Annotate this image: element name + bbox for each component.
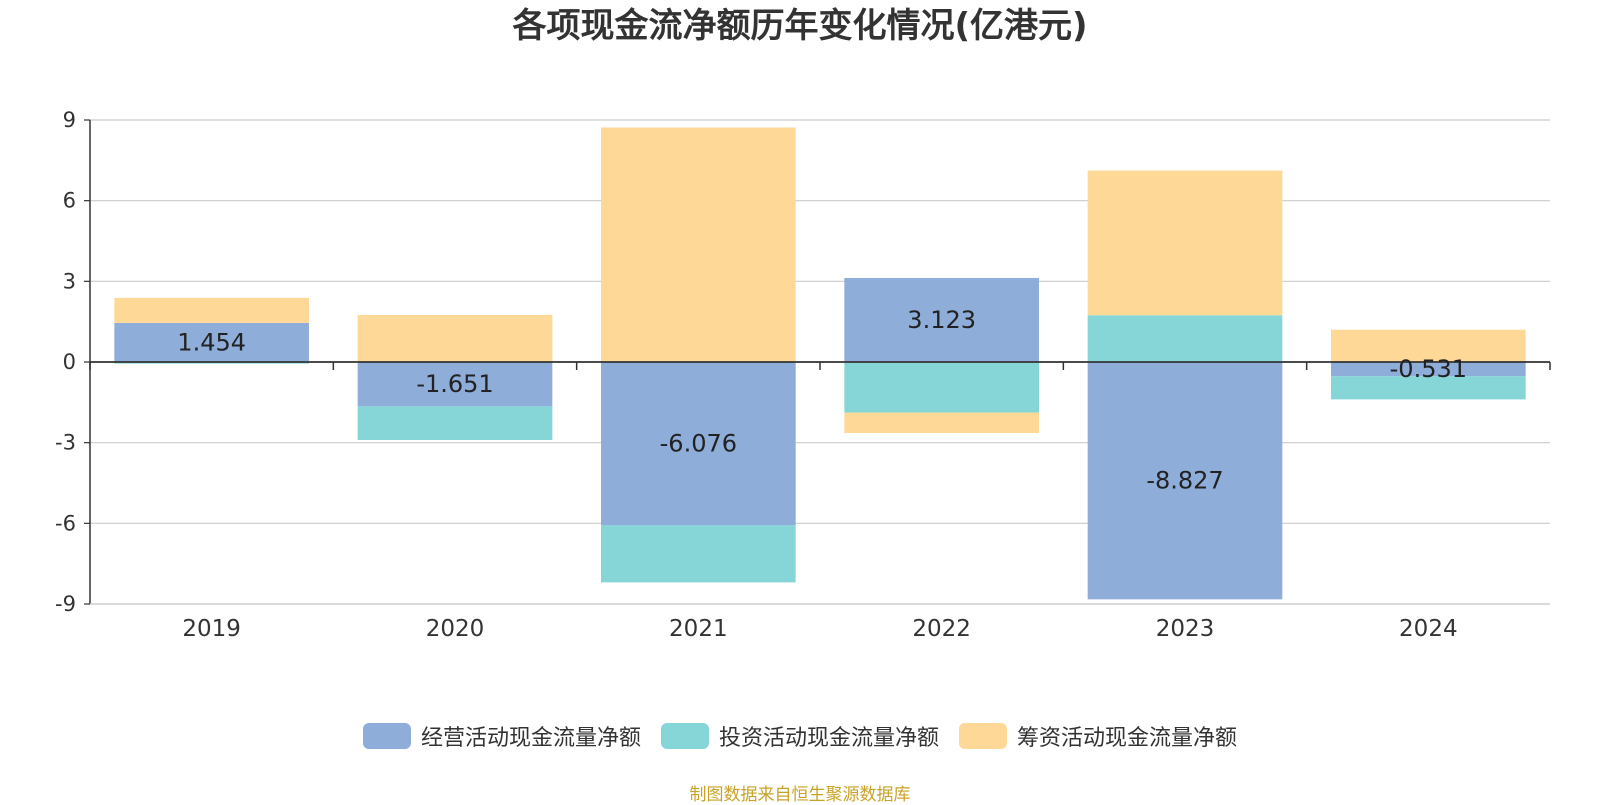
legend-item-financing[interactable]: 筹资活动现金流量净额 [959,720,1237,752]
data-label: 3.123 [907,306,976,334]
bar-financing [1087,170,1283,316]
bar-operating [1087,362,1283,600]
bar-investing [357,406,553,441]
data-label: 1.454 [177,328,246,356]
y-tick-label: 3 [63,269,76,293]
legend-label-financing: 筹资活动现金流量净额 [1017,726,1238,751]
y-tick-label: -6 [55,511,76,535]
bar-operating [357,362,553,407]
x-tick-label: 2022 [912,616,971,642]
bar-financing [844,412,1039,433]
legend-swatch-investing [660,723,709,749]
data-label: -6.076 [660,430,737,458]
data-label: -1.651 [416,370,493,398]
x-tick-label: 2020 [426,616,485,642]
y-tick-label: 0 [63,350,76,374]
bar-operating [601,362,796,526]
bar-investing [844,362,1039,413]
source-note: 制图数据来自恒生聚源数据库 [689,785,911,805]
legend-item-investing[interactable]: 投资活动现金流量净额 [660,720,939,752]
y-tick-label: -3 [55,431,76,455]
bar-operating [1331,362,1526,377]
bar-investing [601,525,796,583]
data-label: -0.531 [1390,355,1467,383]
y-tick-label: 6 [63,189,76,213]
legend-item-operating[interactable]: 经营活动现金流量净额 [362,720,641,752]
x-tick-label: 2024 [1399,616,1458,642]
bar-investing [1331,376,1526,400]
x-tick-label: 2023 [1156,616,1215,642]
legend-swatch-financing [959,723,1007,749]
y-tick-label: 9 [63,108,76,132]
legend-label-investing: 投资活动现金流量净额 [718,726,939,751]
x-tick-label: 2019 [182,616,241,642]
bar-operating [844,278,1039,362]
bar-financing [357,314,553,362]
legend-label-operating: 经营活动现金流量净额 [420,726,641,751]
bar-investing [1087,315,1283,362]
bar-financing [1331,329,1526,362]
x-tick-label: 2021 [669,616,728,642]
bar-financing [114,297,309,323]
legend: 经营活动现金流量净额 投资活动现金流量净额 筹资活动现金流量净额 [0,720,1600,752]
chart-title: 各项现金流净额历年变化情况(亿港元) [512,6,1088,46]
y-tick-label: -9 [55,592,76,616]
data-label: -8.827 [1146,467,1223,495]
legend-swatch-operating [362,723,411,749]
bar-operating [114,322,309,362]
bar-financing [601,127,796,362]
